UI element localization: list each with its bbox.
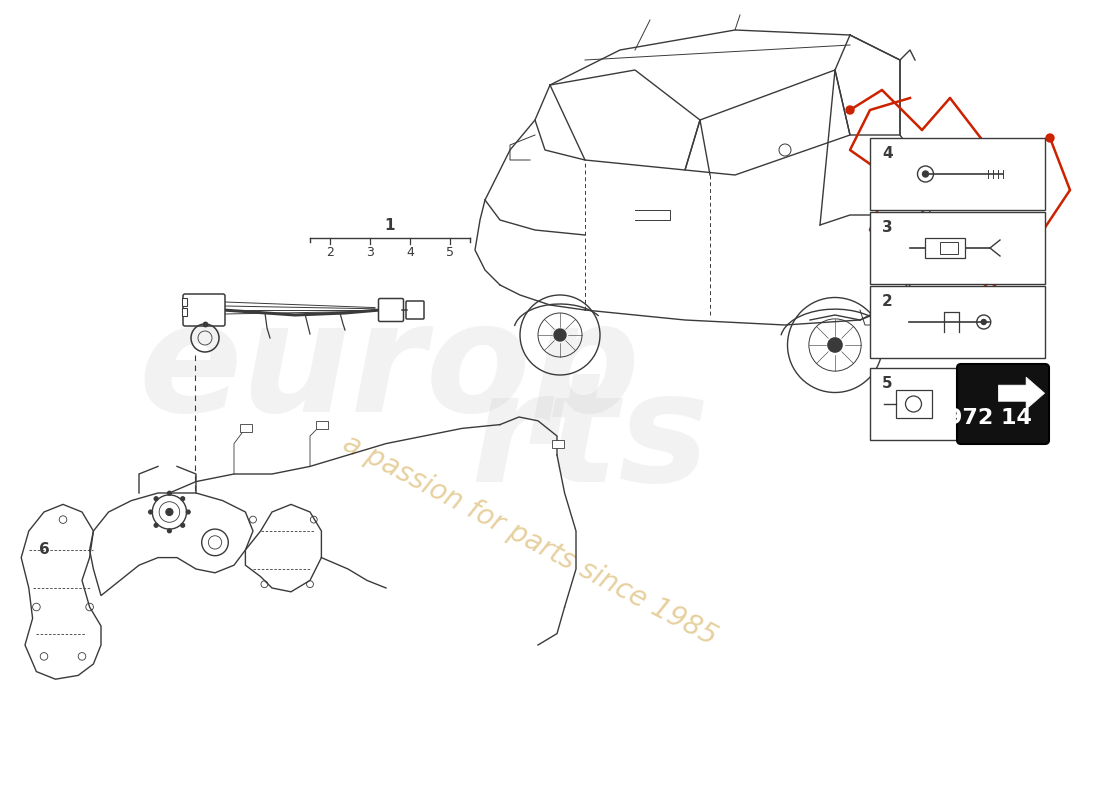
Circle shape xyxy=(167,529,172,533)
Bar xyxy=(870,368,957,440)
Bar xyxy=(925,238,965,258)
Circle shape xyxy=(186,510,190,514)
Bar xyxy=(895,390,932,418)
Bar xyxy=(182,298,187,306)
FancyBboxPatch shape xyxy=(183,294,226,326)
Text: rts: rts xyxy=(471,366,710,514)
Text: a passion for parts since 1985: a passion for parts since 1985 xyxy=(338,429,722,651)
Circle shape xyxy=(148,510,153,514)
FancyBboxPatch shape xyxy=(957,364,1049,444)
Bar xyxy=(552,440,564,448)
Circle shape xyxy=(1046,134,1054,142)
Circle shape xyxy=(180,523,185,527)
Text: 6: 6 xyxy=(39,542,50,558)
Text: 2: 2 xyxy=(326,246,334,258)
Circle shape xyxy=(554,329,566,341)
Circle shape xyxy=(886,174,894,182)
Circle shape xyxy=(828,338,843,352)
Text: 5: 5 xyxy=(882,377,892,391)
Circle shape xyxy=(180,497,185,501)
Circle shape xyxy=(167,491,172,495)
Text: 5: 5 xyxy=(446,246,454,258)
FancyBboxPatch shape xyxy=(406,301,424,319)
FancyBboxPatch shape xyxy=(378,298,404,322)
Circle shape xyxy=(154,523,158,527)
Polygon shape xyxy=(999,377,1045,410)
Circle shape xyxy=(846,106,854,114)
Text: 4: 4 xyxy=(406,246,414,258)
Circle shape xyxy=(166,509,173,515)
Bar xyxy=(870,138,1045,210)
Text: europ: europ xyxy=(139,295,641,445)
Bar xyxy=(870,212,1045,284)
Bar xyxy=(182,308,187,316)
Text: 4: 4 xyxy=(882,146,892,162)
Circle shape xyxy=(981,319,987,325)
Text: 2: 2 xyxy=(882,294,893,310)
Text: 972 14: 972 14 xyxy=(947,408,1032,429)
Bar xyxy=(940,242,958,254)
Text: 3: 3 xyxy=(882,221,892,235)
Circle shape xyxy=(154,497,158,501)
Bar xyxy=(870,286,1045,358)
Text: 3: 3 xyxy=(366,246,374,258)
Circle shape xyxy=(923,171,928,177)
Bar xyxy=(317,421,329,429)
Text: 1: 1 xyxy=(385,218,395,233)
Bar xyxy=(241,424,252,432)
